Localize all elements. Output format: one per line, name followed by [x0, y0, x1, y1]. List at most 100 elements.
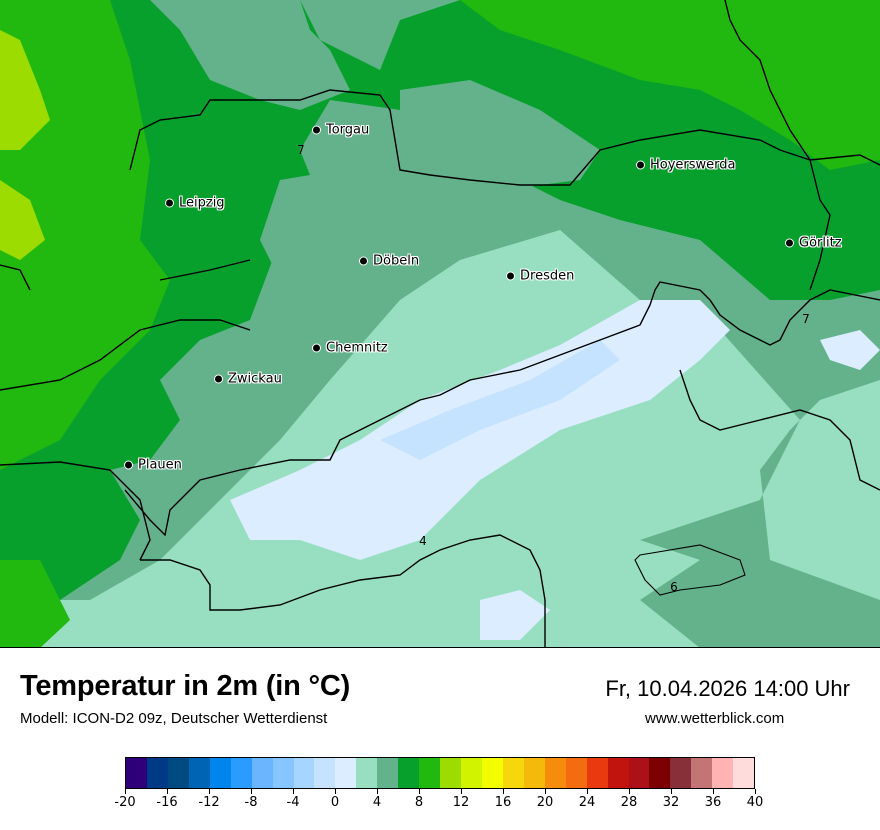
colorbar-segment	[377, 758, 399, 788]
tick-mark	[208, 789, 210, 794]
city-name: Torgau	[326, 122, 370, 138]
colorbar-segment	[314, 758, 336, 788]
tick-label: 36	[704, 795, 722, 810]
city-dot-icon	[165, 198, 174, 208]
colorbar-segment	[565, 758, 587, 788]
tick-mark	[418, 789, 420, 794]
colorbar-segment	[607, 758, 629, 788]
colorbar-segment	[356, 758, 378, 788]
colorbar-segment	[419, 758, 441, 788]
colorbar-segment	[544, 758, 566, 788]
colorbar-segment	[670, 758, 692, 788]
city-name: Zwickau	[228, 371, 282, 387]
colorbar-segment	[733, 758, 755, 788]
city-dot-icon	[214, 374, 223, 384]
tick-label: -8	[244, 795, 258, 810]
city-name: Chemnitz	[326, 340, 388, 356]
colorbar-segment	[691, 758, 713, 788]
tick-label: 16	[494, 795, 512, 810]
contour-label: 4	[419, 534, 427, 548]
city-dot-icon	[506, 271, 515, 281]
city-name: Leipzig	[179, 195, 225, 211]
colorbar-ticks: -20 -16 -12 -8 -4 0 4 8 12 16 20 24 28 32 36 40	[114, 789, 763, 819]
tick-mark	[628, 789, 630, 794]
colorbar-segment	[502, 758, 524, 788]
colorbar-segment	[481, 758, 503, 788]
city-dot-icon	[359, 256, 368, 266]
contour-label: 6	[670, 580, 678, 594]
map-title: Temperatur in 2m (in °C)	[20, 670, 351, 702]
city-dot-icon	[124, 460, 133, 470]
tick-label: 32	[662, 795, 680, 810]
city-marker: Chemnitz	[312, 340, 388, 356]
city-marker: Hoyerswerda	[636, 157, 736, 173]
colorbar-segment	[586, 758, 608, 788]
city-marker: Döbeln	[359, 253, 420, 269]
colorbar-segment	[461, 758, 482, 788]
tick-mark	[460, 789, 462, 794]
tick-label: 28	[620, 795, 638, 810]
tick-label: 20	[536, 795, 554, 810]
temperature-legend-colorbar	[125, 757, 755, 789]
colorbar-segment	[146, 758, 168, 788]
city-marker: Leipzig	[165, 195, 225, 211]
city-name: Plauen	[138, 457, 182, 473]
tick-mark	[166, 789, 168, 794]
colorbar-segment	[272, 758, 294, 788]
temperature-map[interactable]: Torgau Leipzig Döbeln Dresden Hoyerswerda Gör…	[0, 0, 880, 648]
border-lines	[0, 0, 880, 647]
colorbar-segment	[251, 758, 273, 788]
tick-label: -12	[198, 795, 220, 810]
tick-label: 40	[746, 795, 764, 810]
temperature-field	[0, 0, 880, 647]
tick-label: 8	[414, 795, 424, 810]
colorbar-segment	[628, 758, 650, 788]
tick-mark	[754, 789, 756, 794]
city-name: Dresden	[520, 268, 575, 284]
tick-mark	[502, 789, 504, 794]
colorbar-segment	[523, 758, 545, 788]
tick-mark	[670, 789, 672, 794]
tick-mark	[544, 789, 546, 794]
city-name: Hoyerswerda	[650, 157, 736, 173]
tick-mark	[292, 789, 294, 794]
tick-mark	[586, 789, 588, 794]
colorbar-segment	[167, 758, 189, 788]
city-name: Görlitz	[799, 235, 842, 251]
model-source: Modell: ICON-D2 09z, Deutscher Wetterdie…	[20, 710, 328, 727]
city-dot-icon	[636, 160, 645, 170]
tick-label: -16	[156, 795, 178, 810]
city-marker: Torgau	[312, 122, 370, 138]
city-name: Döbeln	[373, 253, 420, 269]
forecast-datetime: Fr, 10.04.2026 14:00 Uhr	[605, 676, 850, 701]
colorbar-segment	[649, 758, 671, 788]
colorbar-segment	[335, 758, 357, 788]
city-marker: Dresden	[506, 268, 575, 284]
website-link[interactable]: www.wetterblick.com	[645, 710, 785, 727]
tick-label: 24	[578, 795, 596, 810]
colorbar-segment	[398, 758, 420, 788]
colorbar-segment	[293, 758, 315, 788]
tick-label: -4	[286, 795, 300, 810]
tick-mark	[334, 789, 336, 794]
city-marker: Görlitz	[785, 235, 842, 251]
city-marker: Plauen	[124, 457, 182, 473]
tick-mark	[712, 789, 714, 794]
tick-label: 12	[452, 795, 470, 810]
colorbar-segment	[188, 758, 210, 788]
city-marker: Zwickau	[214, 371, 282, 387]
tick-label: 4	[372, 795, 382, 810]
city-dot-icon	[312, 343, 321, 353]
tick-label: 0	[330, 795, 340, 810]
tick-mark	[376, 789, 378, 794]
colorbar-segment	[126, 758, 147, 788]
contour-label: 7	[802, 312, 810, 326]
colorbar-segment	[440, 758, 461, 788]
colorbar-segment	[712, 758, 734, 788]
tick-label: -20	[114, 795, 136, 810]
city-dot-icon	[312, 125, 321, 135]
tick-mark	[250, 789, 252, 794]
contour-label: 7	[297, 143, 305, 157]
tick-mark	[124, 789, 126, 794]
city-dot-icon	[785, 238, 794, 248]
